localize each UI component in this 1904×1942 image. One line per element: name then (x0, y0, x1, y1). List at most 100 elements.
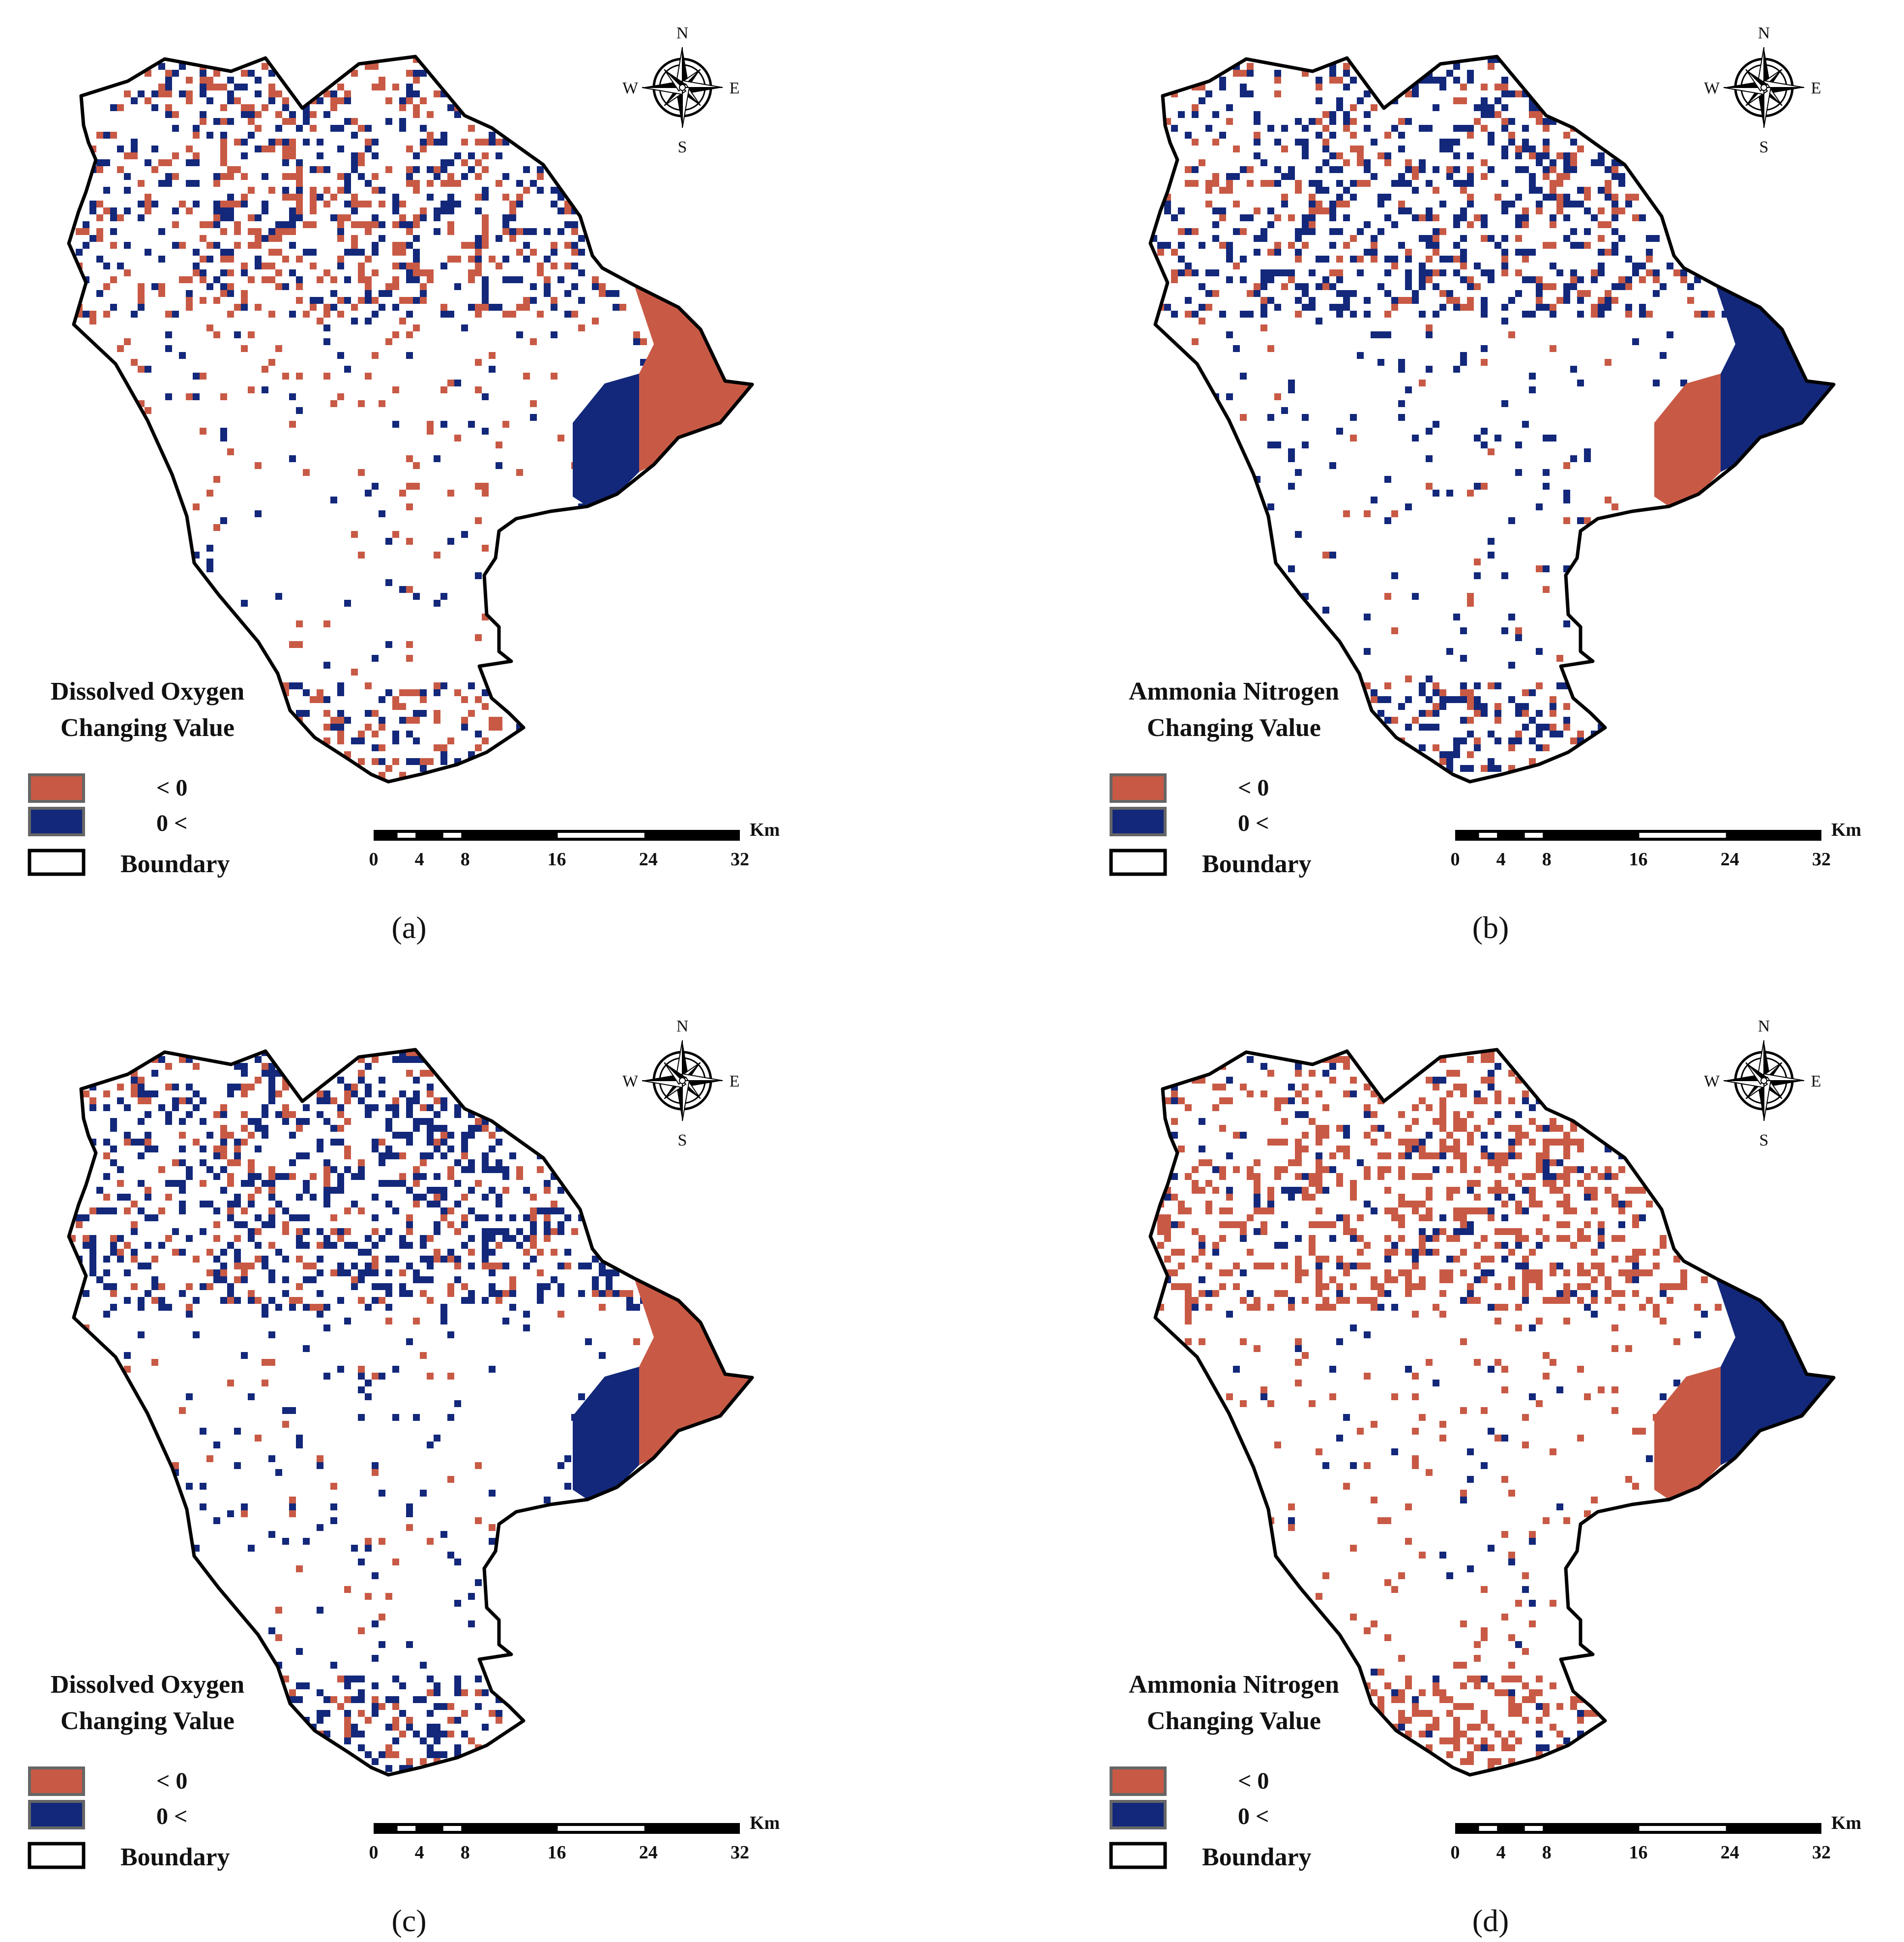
raster-cell (323, 1097, 330, 1104)
raster-cell (1199, 318, 1205, 324)
raster-cell (379, 1751, 385, 1758)
raster-cell (1501, 256, 1508, 263)
raster-cell (1439, 751, 1446, 758)
raster-cell (447, 1476, 454, 1483)
raster-cell (1316, 132, 1322, 139)
raster-cell (1260, 1228, 1267, 1235)
raster-cell (1474, 1297, 1481, 1304)
raster-cell (1350, 1090, 1357, 1097)
raster-cell (447, 1132, 454, 1139)
raster-cell (1488, 1070, 1494, 1077)
raster-cell (1543, 1703, 1550, 1710)
raster-cell (1371, 139, 1377, 146)
raster-cell (1171, 125, 1178, 132)
raster-cell (1192, 104, 1199, 111)
raster-cell (1295, 1070, 1302, 1077)
raster-cell (200, 1159, 206, 1166)
raster-cell (1391, 256, 1398, 263)
raster-cell (289, 393, 296, 400)
raster-cell (1467, 1565, 1474, 1572)
raster-cell (145, 97, 151, 104)
raster-cell (1577, 297, 1584, 304)
raster-cell (1673, 1283, 1680, 1290)
raster-cell (289, 1297, 296, 1304)
raster-cell (434, 744, 440, 751)
raster-cell (1412, 1696, 1419, 1703)
raster-cell (496, 1159, 502, 1166)
raster-cell (1247, 1056, 1254, 1063)
raster-cell (413, 1097, 420, 1104)
raster-cell (379, 1283, 385, 1290)
raster-cell (1419, 1731, 1426, 1737)
raster-cell (379, 724, 385, 731)
raster-cell (434, 710, 440, 717)
raster-cell (1171, 1221, 1178, 1228)
raster-cell (282, 159, 289, 166)
raster-cell (1309, 180, 1316, 187)
east-outlet-zone (634, 285, 752, 472)
raster-cell (1316, 1263, 1322, 1269)
raster-cell (1694, 1304, 1701, 1311)
raster-cell (1556, 180, 1563, 187)
raster-cell (1240, 1297, 1247, 1304)
raster-cell (1329, 111, 1336, 118)
raster-cell (337, 125, 344, 132)
raster-cell (461, 724, 468, 731)
raster-cell (1529, 1620, 1536, 1627)
raster-cell (1357, 1235, 1364, 1242)
raster-cell (213, 297, 220, 304)
raster-cell (1522, 1648, 1529, 1655)
raster-cell (1247, 214, 1254, 221)
raster-cell (578, 297, 585, 304)
raster-cell (1343, 1146, 1350, 1152)
raster-cell (447, 194, 454, 201)
raster-cell (83, 1090, 89, 1097)
raster-cell (1281, 1242, 1288, 1249)
raster-cell (1570, 455, 1577, 462)
raster-cell (1598, 159, 1605, 166)
raster-cell (179, 1407, 186, 1414)
raster-cell (1439, 146, 1446, 152)
raster-cell (1439, 1118, 1446, 1125)
raster-cell (1543, 1173, 1550, 1180)
raster-cell (1205, 1180, 1212, 1187)
raster-cell (427, 1676, 434, 1682)
raster-cell (200, 373, 206, 380)
raster-cell (323, 304, 330, 311)
raster-cell (1295, 1276, 1302, 1283)
raster-cell (1274, 242, 1281, 249)
raster-cell (1233, 1263, 1240, 1269)
raster-cell (585, 1338, 592, 1345)
raster-cell (399, 1173, 406, 1180)
raster-cell (323, 1118, 330, 1125)
raster-cell (1501, 1676, 1508, 1682)
raster-cell (1543, 1235, 1550, 1242)
raster-cell (1522, 311, 1529, 318)
raster-cell (282, 373, 289, 380)
raster-cell (206, 84, 213, 90)
raster-cell (1164, 1221, 1171, 1228)
raster-cell (1350, 1283, 1357, 1290)
raster-cell (1687, 297, 1694, 304)
raster-cell (220, 104, 227, 111)
raster-cell (1309, 1070, 1316, 1077)
raster-cell (1632, 1269, 1639, 1276)
raster-cell (633, 338, 640, 345)
raster-cell (151, 104, 158, 111)
raster-cell (1536, 1744, 1543, 1751)
raster-cell (1508, 1710, 1515, 1717)
raster-cell (1329, 1393, 1336, 1400)
raster-cell (482, 1263, 489, 1269)
raster-cell (1508, 1676, 1515, 1682)
raster-cell (1398, 201, 1405, 207)
raster-cell (213, 70, 220, 77)
raster-cell (262, 366, 268, 373)
raster-cell (468, 1187, 475, 1194)
raster-cell (289, 221, 296, 228)
raster-cell (1536, 1152, 1543, 1159)
raster-cell (1426, 1731, 1433, 1737)
raster-cell (1316, 1139, 1322, 1146)
raster-cell (158, 159, 165, 166)
raster-cell (385, 1765, 392, 1772)
raster-cell (599, 290, 606, 297)
